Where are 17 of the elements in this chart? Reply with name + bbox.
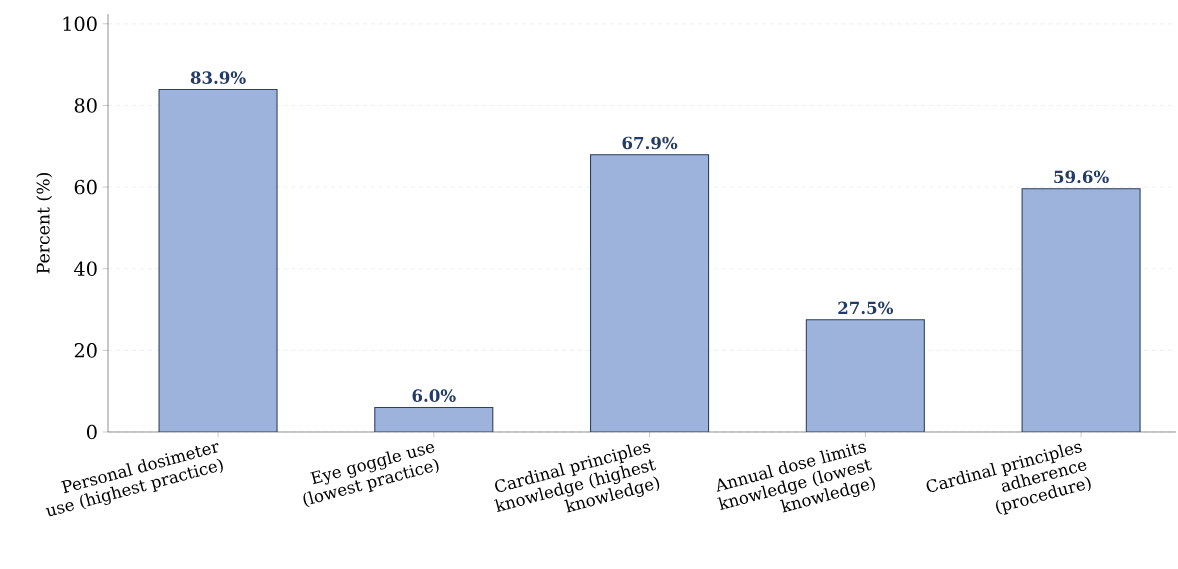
y-tick-label: 40 bbox=[74, 261, 97, 276]
bar bbox=[374, 406, 494, 432]
data-label: 59.6% bbox=[1054, 170, 1109, 184]
bar bbox=[1021, 188, 1141, 432]
y-tick-label: 0 bbox=[86, 424, 97, 440]
data-label: 67.9% bbox=[622, 136, 678, 150]
y-tick-label: 100 bbox=[63, 16, 97, 32]
data-label: 27.5% bbox=[838, 301, 894, 315]
data-label: 6.0% bbox=[412, 389, 456, 402]
y-tick-label: 80 bbox=[74, 98, 97, 113]
data-label: 83.9% bbox=[190, 71, 246, 84]
bar bbox=[590, 154, 710, 432]
y-tick-label: 20 bbox=[74, 343, 97, 358]
bar bbox=[158, 88, 278, 432]
y-axis-title: Percent (%) bbox=[36, 173, 53, 274]
bar bbox=[805, 319, 925, 432]
y-tick-label: 60 bbox=[74, 179, 97, 195]
